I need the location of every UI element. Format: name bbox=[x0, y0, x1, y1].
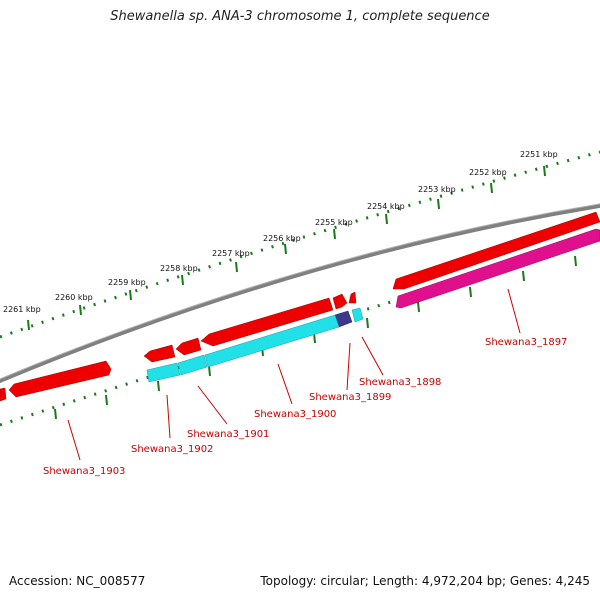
gene-label-1898: Shewana3_1898 bbox=[359, 377, 441, 388]
gene-label-1903: Shewana3_1903 bbox=[43, 466, 125, 477]
gene-1901-cyan[interactable] bbox=[177, 354, 208, 376]
outer-major-ticks bbox=[27, 165, 546, 331]
chromosome-backbone-highlight bbox=[0, 203, 600, 380]
gene-1897-magenta[interactable] bbox=[395, 228, 600, 309]
kbp-label-2261: 2261 kbp bbox=[3, 305, 41, 314]
cds-1898-forward[interactable] bbox=[348, 291, 357, 304]
accession-text: Accession: NC_008577 bbox=[9, 574, 146, 588]
cds-1903-forward[interactable] bbox=[8, 360, 112, 398]
gene-label-1902: Shewana3_1902 bbox=[131, 444, 213, 455]
gene-label-1900: Shewana3_1900 bbox=[254, 409, 336, 420]
gene-label-1901: Shewana3_1901 bbox=[187, 429, 269, 440]
chromosome-backbone bbox=[0, 203, 600, 384]
cds-1901-forward[interactable] bbox=[175, 337, 202, 356]
map-title: Shewanella sp. ANA-3 chromosome 1, compl… bbox=[110, 9, 490, 24]
kbp-label-2254: 2254 kbp bbox=[367, 202, 405, 211]
kbp-label-2255: 2255 kbp bbox=[315, 218, 353, 227]
label-leaders bbox=[67, 288, 521, 461]
kbp-label-2260: 2260 kbp bbox=[55, 293, 93, 302]
cds-1897-forward[interactable] bbox=[392, 211, 600, 290]
kbp-labels: 2251 kbp 2252 kbp 2253 kbp 2254 kbp 2255… bbox=[3, 150, 558, 314]
topology-summary: Topology: circular; Length: 4,972,204 bp… bbox=[260, 574, 590, 588]
forward-cds-track bbox=[0, 211, 600, 402]
outer-tick-ring bbox=[0, 150, 600, 339]
cds-edge-forward[interactable] bbox=[0, 387, 7, 402]
cds-1902-forward[interactable] bbox=[143, 344, 176, 363]
gene-1902-cyan[interactable] bbox=[146, 362, 181, 383]
kbp-label-2258: 2258 kbp bbox=[160, 264, 198, 273]
kbp-label-2251: 2251 kbp bbox=[520, 150, 558, 159]
kbp-label-2252: 2252 kbp bbox=[469, 168, 507, 177]
kbp-label-2259: 2259 kbp bbox=[108, 278, 146, 287]
gene-label-1897: Shewana3_1897 bbox=[485, 337, 567, 348]
kbp-label-2257: 2257 kbp bbox=[212, 249, 250, 258]
cds-1900-forward[interactable] bbox=[200, 297, 334, 347]
cds-1899-forward[interactable] bbox=[332, 293, 348, 310]
kbp-label-2253: 2253 kbp bbox=[418, 185, 456, 194]
gene-1900-cyan[interactable] bbox=[204, 314, 340, 368]
gene-labels: Shewana3_1897 Shewana3_1898 Shewana3_189… bbox=[43, 337, 567, 477]
gene-track bbox=[146, 228, 600, 383]
kbp-label-2256: 2256 kbp bbox=[263, 234, 301, 243]
gene-label-1899: Shewana3_1899 bbox=[309, 392, 391, 403]
gene-1898-cyan[interactable] bbox=[351, 307, 364, 323]
